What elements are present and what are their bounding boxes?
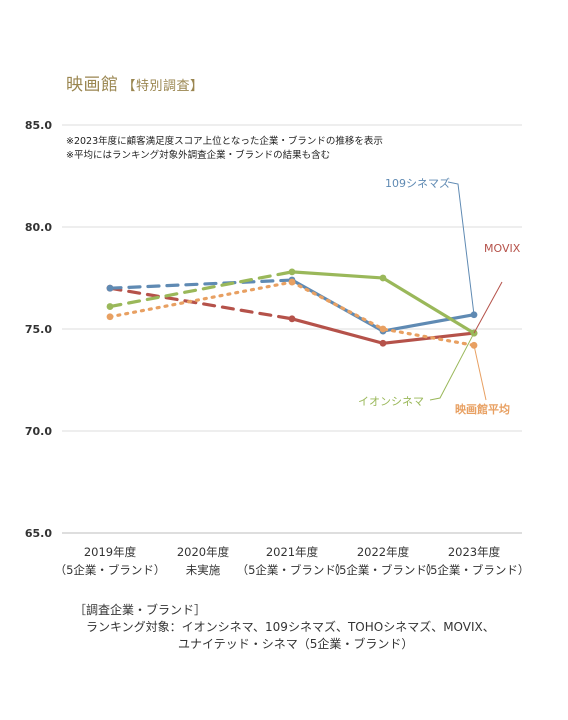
series-line-gap-0 [108, 286, 294, 321]
data-point [379, 339, 387, 347]
data-point [106, 303, 114, 310]
series-label: 109シネマズ [385, 176, 450, 190]
footer-line-2: ランキング対象：イオンシネマ、109シネマズ、TOHOシネマズ、MOVIX、 [86, 620, 495, 634]
x-tick-label: 2021年度 [266, 545, 319, 559]
x-tick-label: 2020年度 [177, 545, 230, 559]
footer-line-1: ［調査企業・ブランド］ [74, 603, 207, 617]
series-line-gap-2 [108, 270, 294, 309]
x-tick-label: 2019年度 [84, 545, 137, 559]
x-tick-label: 未実施 [186, 563, 221, 577]
footer: ［調査企業・ブランド］ ランキング対象：イオンシネマ、109シネマズ、TOHOシ… [74, 602, 495, 653]
data-point [379, 274, 387, 282]
data-point [379, 325, 387, 333]
data-point [288, 278, 296, 286]
series-label: イオンシネマ [358, 395, 424, 408]
series-line-3 [290, 280, 476, 347]
series-label: MOVIX [484, 242, 521, 255]
series-line-gap-1 [108, 278, 294, 290]
callout-leader [473, 281, 503, 334]
x-tick-label: （5企業・ブランド） [237, 563, 348, 577]
data-point [288, 315, 296, 323]
x-tick-label: 2022年度 [357, 545, 410, 559]
series-line-1 [290, 278, 476, 333]
data-point [288, 268, 296, 276]
y-tick-label: 85.0 [25, 119, 52, 132]
x-tick-label: （5企業・ブランド） [55, 563, 166, 577]
data-point [106, 313, 114, 321]
x-tick-label: 2023年度 [448, 545, 501, 559]
x-tick-label: （5企業・ブランド） [328, 563, 439, 577]
callout-leader [447, 181, 475, 315]
data-point [106, 284, 114, 292]
y-tick-label: 80.0 [25, 221, 52, 234]
chart-title: 映画館 【特別調査】 [66, 70, 204, 95]
callout-leader [473, 345, 487, 401]
y-tick-label: 65.0 [25, 527, 52, 540]
note-2: ※平均にはランキング対象外調査企業・ブランドの結果も含む [66, 150, 331, 161]
footer-line-3: ユナイテッド・シネマ（5企業・ブランド） [178, 637, 414, 651]
title-subtitle: 【特別調査】 [122, 79, 204, 94]
callout-leader [429, 332, 475, 401]
y-tick-label: 70.0 [25, 425, 52, 438]
x-tick-label: （5企業・ブランド） [419, 563, 530, 577]
y-tick-label: 75.0 [25, 323, 52, 336]
title-main: 映画館 [66, 75, 119, 95]
note-1: ※2023年度に顧客満足度スコア上位となった企業・ブランドの推移を表示 [66, 136, 383, 147]
series-line-gap-3 [108, 280, 294, 319]
series-label: 映画館平均 [455, 402, 510, 416]
